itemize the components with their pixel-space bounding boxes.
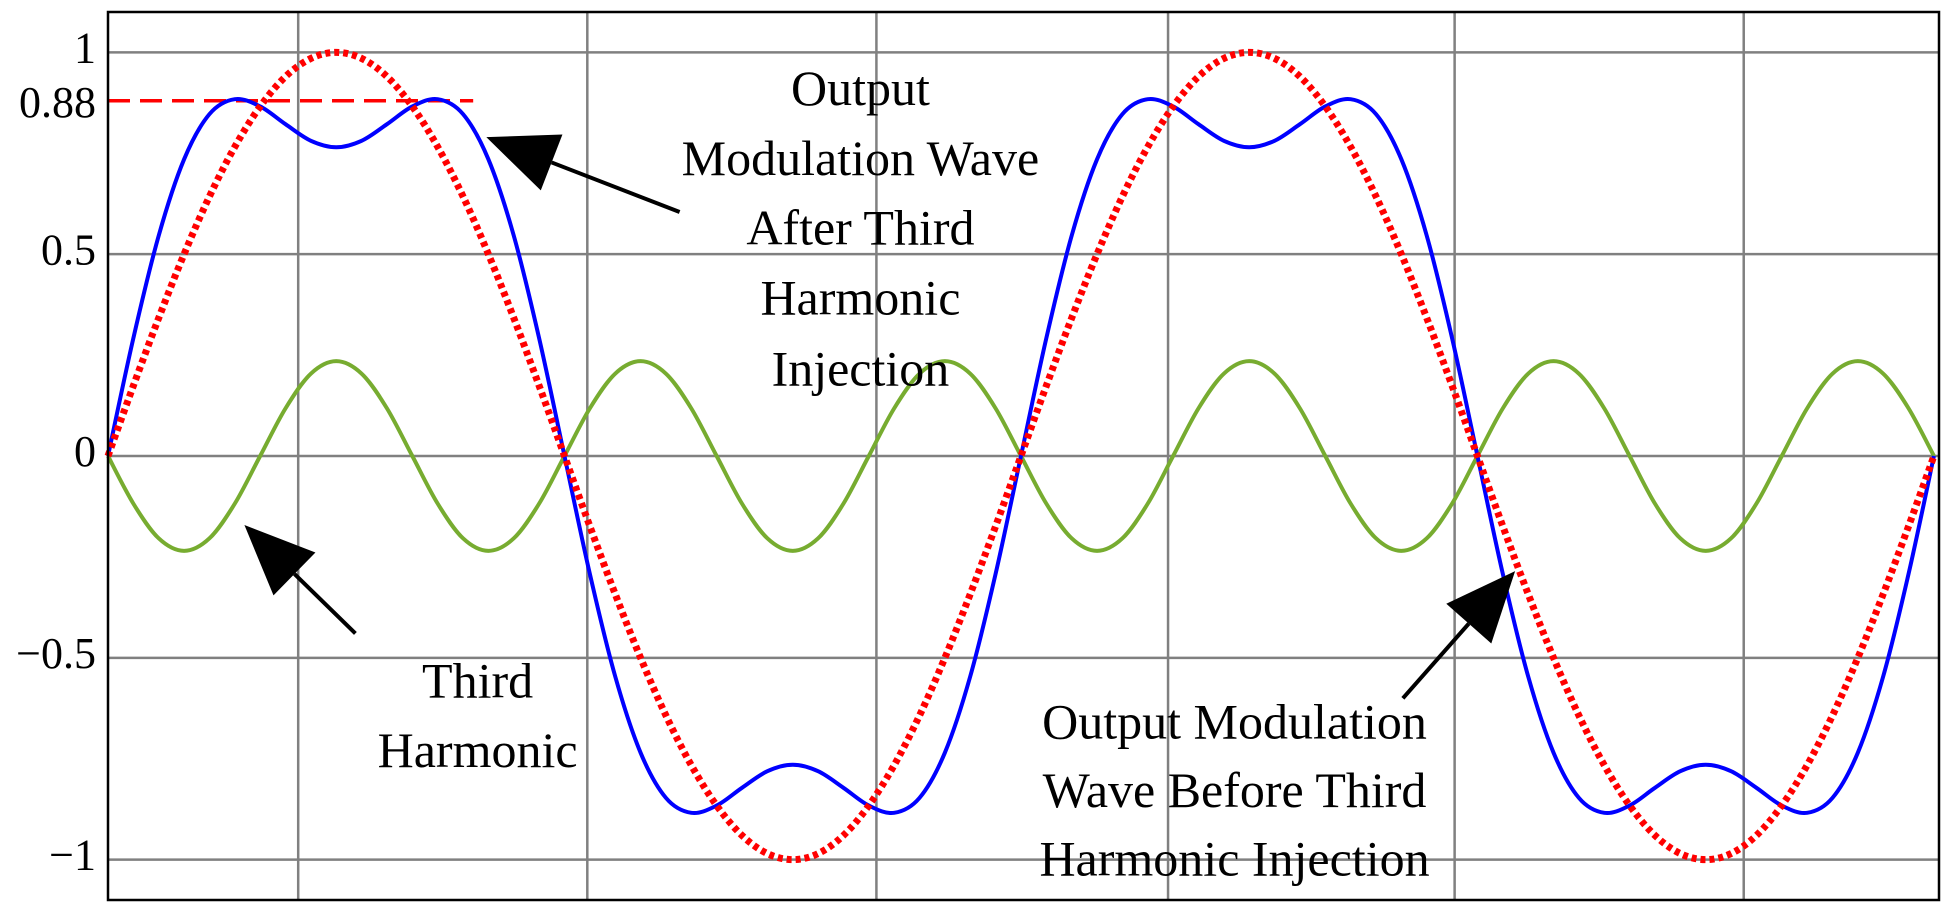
reference-label: 0.88 [19, 78, 96, 127]
annotation-text: Injection [772, 341, 950, 397]
y-tick-label: −1 [49, 831, 96, 880]
annotation-text: After Third [746, 200, 974, 256]
plot-frame [106, 10, 1941, 902]
arrow-shaft [1401, 622, 1471, 700]
annotation-text: Harmonic Injection [1039, 831, 1429, 887]
y-tick-label: 0 [74, 427, 96, 476]
y-tick-label: 0.5 [41, 225, 96, 274]
series-line [106, 96, 1936, 816]
arrow-head [486, 134, 563, 191]
annotation-text: Harmonic [760, 269, 960, 325]
arrow-head [1446, 571, 1516, 644]
annotation-text: Wave Before Third [1043, 762, 1427, 818]
annotation-text: Third [422, 652, 533, 708]
annotation-text: Modulation Wave [682, 130, 1040, 186]
arrow-shaft [550, 160, 681, 214]
annotation-text: Output [791, 60, 930, 116]
arrow-shaft [293, 572, 357, 635]
annotation-text: Harmonic [378, 722, 578, 778]
y-tick-label: 1 [74, 23, 96, 72]
arrow-head [244, 524, 316, 596]
annotation-text: Output Modulation [1042, 693, 1427, 749]
y-tick-label: −0.5 [16, 629, 96, 678]
